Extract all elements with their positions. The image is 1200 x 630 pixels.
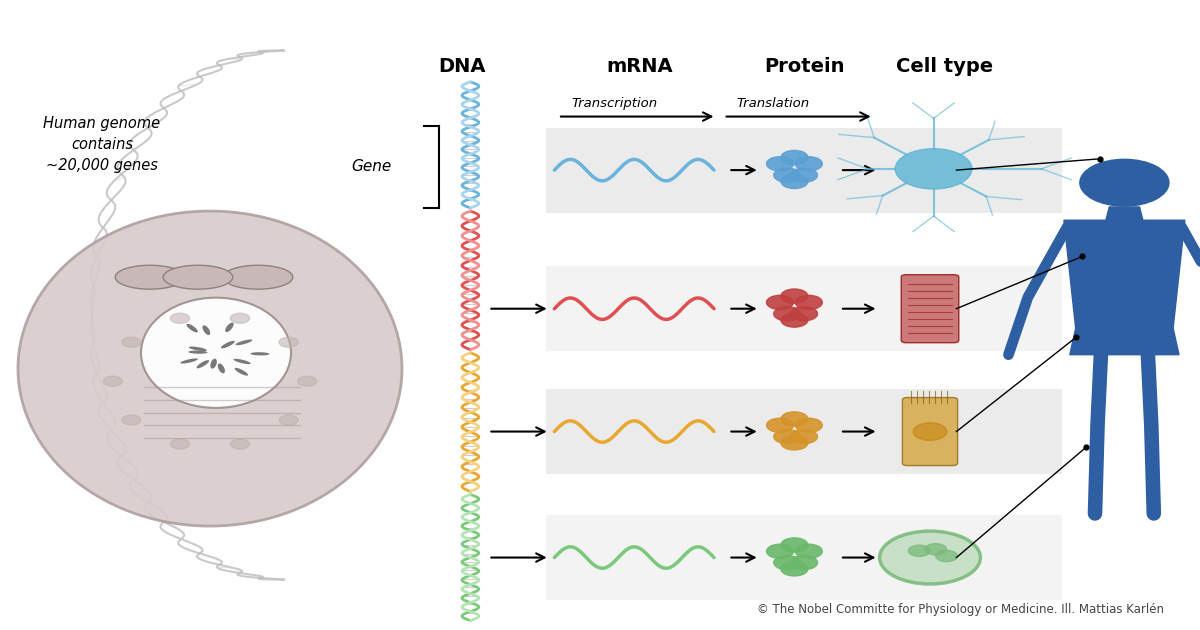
Ellipse shape xyxy=(180,358,198,364)
Ellipse shape xyxy=(163,265,233,289)
Circle shape xyxy=(774,307,800,321)
Circle shape xyxy=(280,415,299,425)
Circle shape xyxy=(767,418,793,432)
Circle shape xyxy=(103,376,122,386)
Circle shape xyxy=(781,412,808,426)
Ellipse shape xyxy=(210,358,217,369)
Bar xyxy=(546,266,1062,352)
Bar xyxy=(546,515,1062,600)
Ellipse shape xyxy=(115,265,185,289)
Circle shape xyxy=(781,538,808,552)
Ellipse shape xyxy=(203,325,210,335)
Circle shape xyxy=(170,439,190,449)
Circle shape xyxy=(796,544,822,558)
Circle shape xyxy=(280,337,299,347)
Ellipse shape xyxy=(235,340,252,345)
Text: Protein: Protein xyxy=(763,57,845,76)
Circle shape xyxy=(781,289,808,303)
Polygon shape xyxy=(1070,328,1178,355)
Polygon shape xyxy=(1106,207,1142,220)
Ellipse shape xyxy=(142,298,292,408)
Ellipse shape xyxy=(186,324,198,333)
Circle shape xyxy=(791,556,817,570)
Circle shape xyxy=(925,544,947,555)
FancyBboxPatch shape xyxy=(902,398,958,466)
Circle shape xyxy=(767,157,793,171)
Circle shape xyxy=(796,157,822,171)
Circle shape xyxy=(796,418,822,432)
Circle shape xyxy=(774,556,800,570)
Circle shape xyxy=(121,415,140,425)
Circle shape xyxy=(781,151,808,164)
Circle shape xyxy=(767,544,793,558)
Text: Gene: Gene xyxy=(350,159,391,175)
Text: Human genome
contains
~20,000 genes: Human genome contains ~20,000 genes xyxy=(43,117,161,173)
Circle shape xyxy=(895,149,972,189)
Bar xyxy=(546,389,1062,474)
Circle shape xyxy=(781,562,808,576)
Circle shape xyxy=(791,168,817,182)
Ellipse shape xyxy=(217,364,224,374)
Polygon shape xyxy=(1064,220,1184,328)
Circle shape xyxy=(170,313,190,323)
Ellipse shape xyxy=(197,360,209,369)
Ellipse shape xyxy=(234,359,251,364)
Ellipse shape xyxy=(235,368,248,375)
Text: Cell type: Cell type xyxy=(896,57,992,76)
Circle shape xyxy=(774,430,800,444)
Circle shape xyxy=(230,313,250,323)
Circle shape xyxy=(936,551,958,562)
Text: Transcription: Transcription xyxy=(571,97,658,110)
Circle shape xyxy=(781,175,808,188)
Ellipse shape xyxy=(226,323,234,332)
Circle shape xyxy=(908,545,930,556)
Circle shape xyxy=(1080,159,1169,206)
FancyBboxPatch shape xyxy=(901,275,959,343)
Circle shape xyxy=(791,307,817,321)
Bar xyxy=(546,127,1062,213)
Circle shape xyxy=(781,313,808,327)
Circle shape xyxy=(791,430,817,444)
Circle shape xyxy=(298,376,317,386)
Circle shape xyxy=(767,295,793,309)
Circle shape xyxy=(121,337,140,347)
Circle shape xyxy=(230,439,250,449)
Text: DNA: DNA xyxy=(438,57,486,76)
Circle shape xyxy=(913,423,947,440)
Text: © The Nobel Committe for Physiology or Medicine. Ill. Mattias Karlén: © The Nobel Committe for Physiology or M… xyxy=(757,603,1164,616)
Ellipse shape xyxy=(188,350,208,354)
Text: mRNA: mRNA xyxy=(606,57,673,76)
Ellipse shape xyxy=(221,341,235,348)
Text: Translation: Translation xyxy=(737,97,810,110)
Circle shape xyxy=(774,168,800,182)
Circle shape xyxy=(796,295,822,309)
Circle shape xyxy=(880,531,980,584)
Ellipse shape xyxy=(188,346,208,351)
Circle shape xyxy=(781,436,808,450)
Ellipse shape xyxy=(223,265,293,289)
Ellipse shape xyxy=(18,211,402,526)
Ellipse shape xyxy=(251,352,270,355)
